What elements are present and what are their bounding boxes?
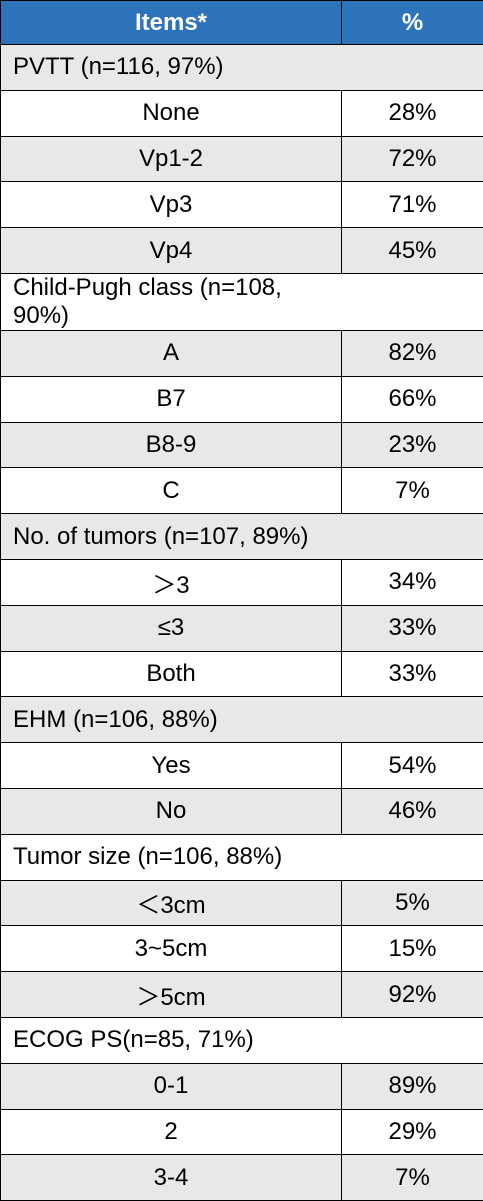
value-cell: 54%: [342, 743, 483, 789]
item-cell: A: [1, 330, 342, 376]
section-row: Tumor size (n=106, 88%): [1, 834, 483, 880]
section-spacer: [342, 45, 483, 91]
section-row: ECOG PS(n=85, 71%): [1, 1017, 483, 1063]
section-label: No. of tumors (n=107, 89%): [1, 514, 342, 560]
item-cell: ≤3: [1, 605, 342, 651]
items-header: Items*: [1, 1, 342, 45]
value-cell: 15%: [342, 926, 483, 972]
value-cell: 28%: [342, 90, 483, 136]
item-cell: C: [1, 468, 342, 514]
value-cell: 92%: [342, 972, 483, 1018]
percent-header: %: [342, 1, 483, 45]
value-cell: 66%: [342, 376, 483, 422]
value-cell: 89%: [342, 1063, 483, 1109]
item-cell: 3-4: [1, 1155, 342, 1201]
value-cell: 33%: [342, 605, 483, 651]
section-spacer: [342, 697, 483, 743]
section-label: Child-Pugh class (n=108, 90%): [1, 273, 342, 330]
item-cell: ＞3: [1, 559, 342, 605]
section-label: Tumor size (n=106, 88%): [1, 834, 342, 880]
value-cell: 33%: [342, 651, 483, 697]
value-cell: 72%: [342, 136, 483, 182]
item-cell: None: [1, 90, 342, 136]
section-row: EHM (n=106, 88%): [1, 697, 483, 743]
section-label: EHM (n=106, 88%): [1, 697, 342, 743]
item-cell: 3~5cm: [1, 926, 342, 972]
item-cell: Yes: [1, 743, 342, 789]
section-spacer: [342, 273, 483, 330]
section-row: No. of tumors (n=107, 89%): [1, 514, 483, 560]
item-cell: No: [1, 788, 342, 834]
item-cell: Vp1-2: [1, 136, 342, 182]
header-row: Items* %: [1, 1, 483, 45]
value-cell: 7%: [342, 468, 483, 514]
item-cell: 2: [1, 1109, 342, 1155]
item-cell: Both: [1, 651, 342, 697]
item-cell: 0-1: [1, 1063, 342, 1109]
item-cell: ＞5cm: [1, 972, 342, 1018]
value-cell: 46%: [342, 788, 483, 834]
item-cell: ＜3cm: [1, 880, 342, 926]
section-spacer: [342, 514, 483, 560]
value-cell: 23%: [342, 422, 483, 468]
value-cell: 7%: [342, 1155, 483, 1201]
value-cell: 5%: [342, 880, 483, 926]
value-cell: 82%: [342, 330, 483, 376]
section-label: ECOG PS(n=85, 71%): [1, 1017, 342, 1063]
item-cell: Vp3: [1, 182, 342, 228]
value-cell: 34%: [342, 559, 483, 605]
item-cell: B8-9: [1, 422, 342, 468]
value-cell: 45%: [342, 228, 483, 274]
section-spacer: [342, 1017, 483, 1063]
section-row: PVTT (n=116, 97%): [1, 45, 483, 91]
section-label: PVTT (n=116, 97%): [1, 45, 342, 91]
item-cell: Vp4: [1, 228, 342, 274]
section-spacer: [342, 834, 483, 880]
value-cell: 29%: [342, 1109, 483, 1155]
section-row: Child-Pugh class (n=108, 90%): [1, 273, 483, 330]
value-cell: 71%: [342, 182, 483, 228]
item-cell: B7: [1, 376, 342, 422]
